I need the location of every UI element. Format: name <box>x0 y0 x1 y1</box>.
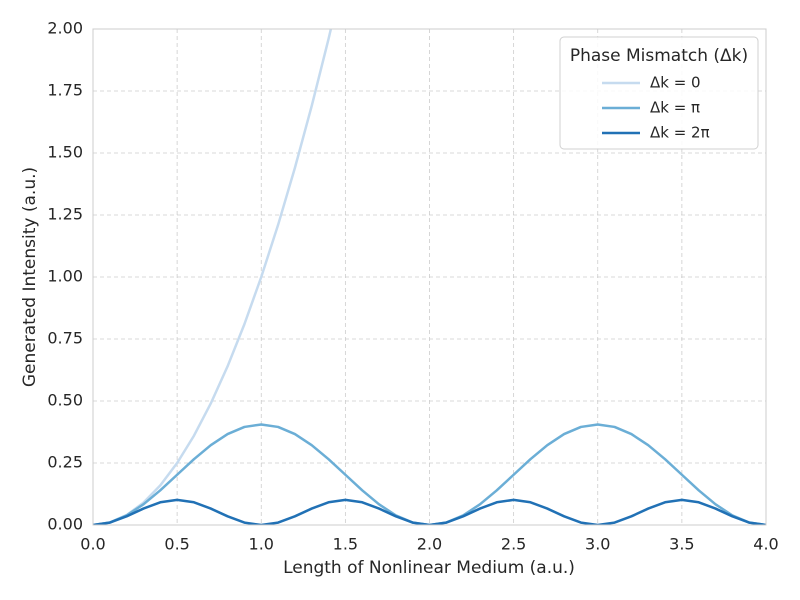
y-tick-label: 1.25 <box>47 205 83 224</box>
legend-label: Δk = 2π <box>650 124 710 142</box>
x-axis-label: Length of Nonlinear Medium (a.u.) <box>283 558 575 578</box>
y-tick-label: 0.00 <box>47 515 83 534</box>
y-tick-label: 0.50 <box>47 391 83 410</box>
legend-label: Δk = 0 <box>650 74 701 92</box>
series-line <box>93 29 333 525</box>
legend-box <box>559 36 759 150</box>
y-tick-label: 0.75 <box>47 329 83 348</box>
x-tick-label: 2.5 <box>501 535 526 554</box>
x-tick-label: 3.0 <box>585 535 610 554</box>
y-axis-label: Generated Intensity (a.u.) <box>20 167 40 387</box>
y-tick-label: 1.75 <box>47 81 83 100</box>
plot-frame <box>92 28 767 526</box>
x-tick-label: 0.0 <box>80 535 105 554</box>
legend: Phase Mismatch (Δk) Δk = 0 Δk = π Δk = 2π <box>559 36 759 150</box>
y-tick-label: 1.00 <box>47 267 83 286</box>
series-line <box>93 498 766 525</box>
x-tick-label: 0.5 <box>164 535 189 554</box>
x-tick-label: 1.5 <box>333 535 358 554</box>
x-tick-label: 2.0 <box>417 535 442 554</box>
x-tick-label: 4.0 <box>753 535 778 554</box>
x-tick-label: 1.0 <box>249 535 274 554</box>
legend-title: Phase Mismatch (Δk) <box>570 46 748 66</box>
x-tick-label: 3.5 <box>669 535 694 554</box>
legend-label: Δk = π <box>650 99 700 117</box>
series-line <box>93 423 766 525</box>
y-tick-label: 1.50 <box>47 143 83 162</box>
y-tick-label: 2.00 <box>47 19 83 38</box>
y-tick-label: 0.25 <box>47 453 83 472</box>
lines <box>93 29 766 525</box>
